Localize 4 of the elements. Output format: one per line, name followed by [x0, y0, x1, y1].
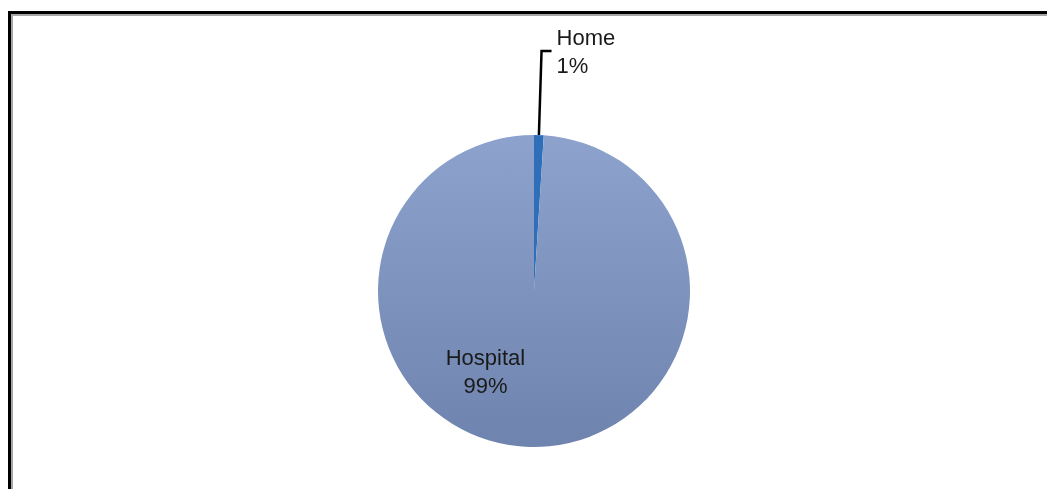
data-label: 99% — [463, 373, 508, 399]
slice-label: Hospital — [445, 345, 526, 371]
data-label: 1% — [556, 52, 589, 78]
slice-label: Home — [556, 24, 616, 50]
